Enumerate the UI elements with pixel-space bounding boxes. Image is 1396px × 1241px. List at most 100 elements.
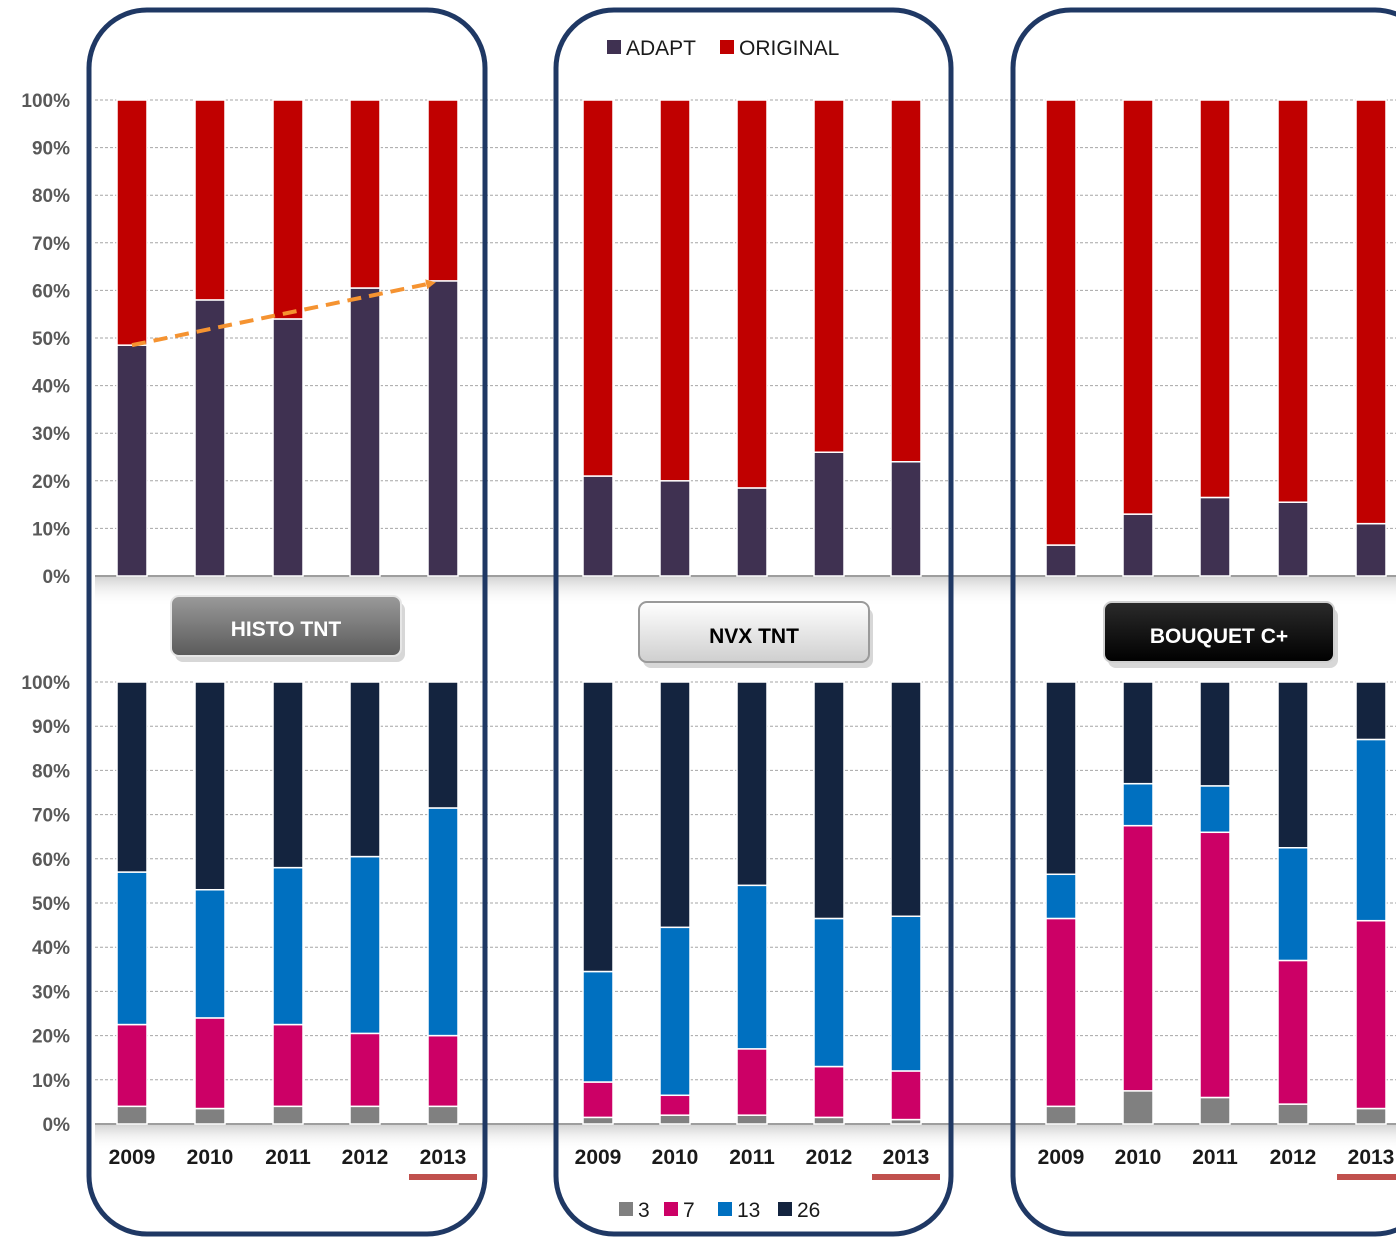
top-y-tick-label: 0%: [43, 567, 71, 588]
bar-segment-bottom-7-2011: [272, 1023, 304, 1108]
bar-segment-bottom-3-2009: [1045, 1105, 1077, 1125]
bar-segment-bottom-7-2013: [890, 1070, 922, 1121]
bar-segment-bottom-3-2011: [272, 1105, 304, 1125]
bar-segment-bottom-26-2013: [1355, 681, 1387, 741]
bar-segment-top-original-2010: [194, 99, 226, 301]
bar-segment-bottom-13-2011: [272, 866, 304, 1026]
bar-segment-bottom-7-2010: [194, 1017, 226, 1110]
bar-segment-bottom-26-2011: [736, 681, 768, 887]
bar-segment-bottom-7-2012: [1277, 959, 1309, 1105]
bar-segment-top-adapt-2011: [1199, 496, 1231, 577]
top-y-tick-label: 100%: [21, 91, 70, 112]
bar-segment-top-original-2009: [582, 99, 614, 477]
x-tick-label-2009: 2009: [109, 1146, 156, 1169]
bar-segment-bottom-7-2009: [116, 1023, 148, 1108]
bar-segment-top-original-2012: [349, 99, 381, 289]
bar-segment-bottom-7-2009: [1045, 917, 1077, 1108]
bar-segment-top-adapt-2009: [582, 475, 614, 577]
bar-segment-top-adapt-2010: [659, 480, 691, 577]
bottom-y-tick-label: 100%: [21, 673, 70, 694]
bar-segment-bottom-26-2013: [890, 681, 922, 918]
group-button-nvx-tnt[interactable]: NVX TNT: [638, 601, 873, 668]
bottom-y-tick-label: 60%: [32, 850, 70, 871]
bar-segment-bottom-3-2012: [349, 1105, 381, 1125]
legend-bottom: 3 7 13 26: [619, 1199, 820, 1222]
x-tick-label-2010: 2010: [652, 1146, 699, 1169]
legend-label-13: 13: [737, 1199, 760, 1222]
bar-segment-top-adapt-2013: [890, 461, 922, 577]
bottom-y-tick-label: 90%: [32, 717, 70, 738]
bar-segment-bottom-7-2011: [1199, 831, 1231, 1099]
x-tick-label-2013: 2013: [420, 1146, 467, 1169]
group-button-bouquet-c-plus-label: BOUQUET C+: [1150, 625, 1288, 648]
top-y-tick-label: 30%: [32, 424, 70, 445]
bar-segment-top-adapt-2012: [349, 287, 381, 577]
x-tick-label-2009: 2009: [1038, 1146, 1085, 1169]
bottom-axis-shadow: [95, 1125, 1396, 1151]
bar-segment-bottom-13-2009: [1045, 873, 1077, 920]
bar-segment-bottom-26-2011: [1199, 681, 1231, 787]
bar-segment-bottom-26-2011: [272, 681, 304, 869]
x-tick-label-2013: 2013: [883, 1146, 930, 1169]
top-y-tick-label: 50%: [32, 329, 70, 350]
bar-segment-bottom-26-2012: [349, 681, 381, 858]
bar-segment-bottom-13-2010: [659, 926, 691, 1097]
bar-segment-top-original-2013: [890, 99, 922, 463]
bar-segment-bottom-3-2010: [1122, 1090, 1154, 1125]
bar-segment-top-original-2011: [736, 99, 768, 489]
bar-segment-bottom-13-2011: [1199, 785, 1231, 834]
x-tick-label-2012: 2012: [342, 1146, 389, 1169]
top-y-tick-label: 60%: [32, 281, 70, 302]
bar-segment-bottom-7-2009: [582, 1081, 614, 1119]
legend-swatch-adapt: [607, 40, 621, 54]
bar-segment-top-original-2011: [1199, 99, 1231, 499]
bar-segment-bottom-26-2009: [116, 681, 148, 873]
legend-top: ADAPT ORIGINAL: [607, 37, 839, 60]
group-button-nvx-tnt-label: NVX TNT: [709, 625, 799, 648]
bar-segment-bottom-13-2009: [116, 871, 148, 1026]
x-tick-label-2011: 2011: [729, 1146, 775, 1169]
bottom-y-tick-label: 10%: [32, 1071, 70, 1092]
bar-segment-top-adapt-2009: [116, 344, 148, 577]
bar-segment-bottom-13-2010: [1122, 782, 1154, 827]
bar-segment-bottom-13-2012: [1277, 847, 1309, 962]
bar-segment-bottom-3-2012: [1277, 1103, 1309, 1125]
top-y-tick-label: 20%: [32, 472, 70, 493]
bar-segment-bottom-26-2010: [194, 681, 226, 891]
bar-segment-top-original-2013: [427, 99, 459, 282]
bar-segment-top-adapt-2012: [813, 451, 845, 577]
bar-segment-top-original-2010: [659, 99, 691, 482]
bar-segment-bottom-7-2012: [349, 1032, 381, 1108]
group-frame-nvx-tnt: [553, 7, 954, 1237]
bar-segment-bottom-13-2011: [736, 884, 768, 1050]
top-y-tick-label: 70%: [32, 234, 70, 255]
bar-segment-bottom-26-2010: [1122, 681, 1154, 785]
axis-layer: 0% 10% 20% 30% 40% 50% 60% 70% 80% 90% 100% 0% 10% 20…: [21, 91, 1396, 1180]
group-button-histo-tnt[interactable]: HISTO TNT: [170, 595, 405, 662]
bottom-y-tick-label: 30%: [32, 982, 70, 1003]
top-y-tick-label: 40%: [32, 377, 70, 398]
bar-segment-bottom-3-2010: [194, 1107, 226, 1125]
bar-layer: [116, 99, 1387, 1125]
top-y-tick-label: 90%: [32, 139, 70, 160]
x-tick-label-2011: 2011: [265, 1146, 311, 1169]
bottom-y-tick-label: 80%: [32, 761, 70, 782]
bar-segment-top-original-2012: [1277, 99, 1309, 503]
legend-swatch-7: [664, 1202, 678, 1216]
x-tick-label-2011: 2011: [1192, 1146, 1238, 1169]
bar-segment-bottom-13-2012: [813, 917, 845, 1068]
bottom-y-tick-label: 50%: [32, 894, 70, 915]
bar-segment-top-adapt-2010: [194, 299, 226, 577]
top-y-tick-label: 80%: [32, 186, 70, 207]
group-button-bouquet-c-plus[interactable]: BOUQUET C+: [1103, 601, 1338, 668]
x-tick-label-2013: 2013: [1348, 1146, 1395, 1169]
legend-swatch-13: [718, 1202, 732, 1216]
bar-segment-bottom-3-2011: [736, 1114, 768, 1125]
x-tick-label-2009: 2009: [575, 1146, 622, 1169]
bar-segment-bottom-26-2012: [1277, 681, 1309, 849]
x-tick-label-2010: 2010: [1115, 1146, 1162, 1169]
bar-segment-bottom-26-2013: [427, 681, 459, 809]
bar-segment-top-original-2012: [813, 99, 845, 453]
bar-segment-top-adapt-2012: [1277, 501, 1309, 577]
